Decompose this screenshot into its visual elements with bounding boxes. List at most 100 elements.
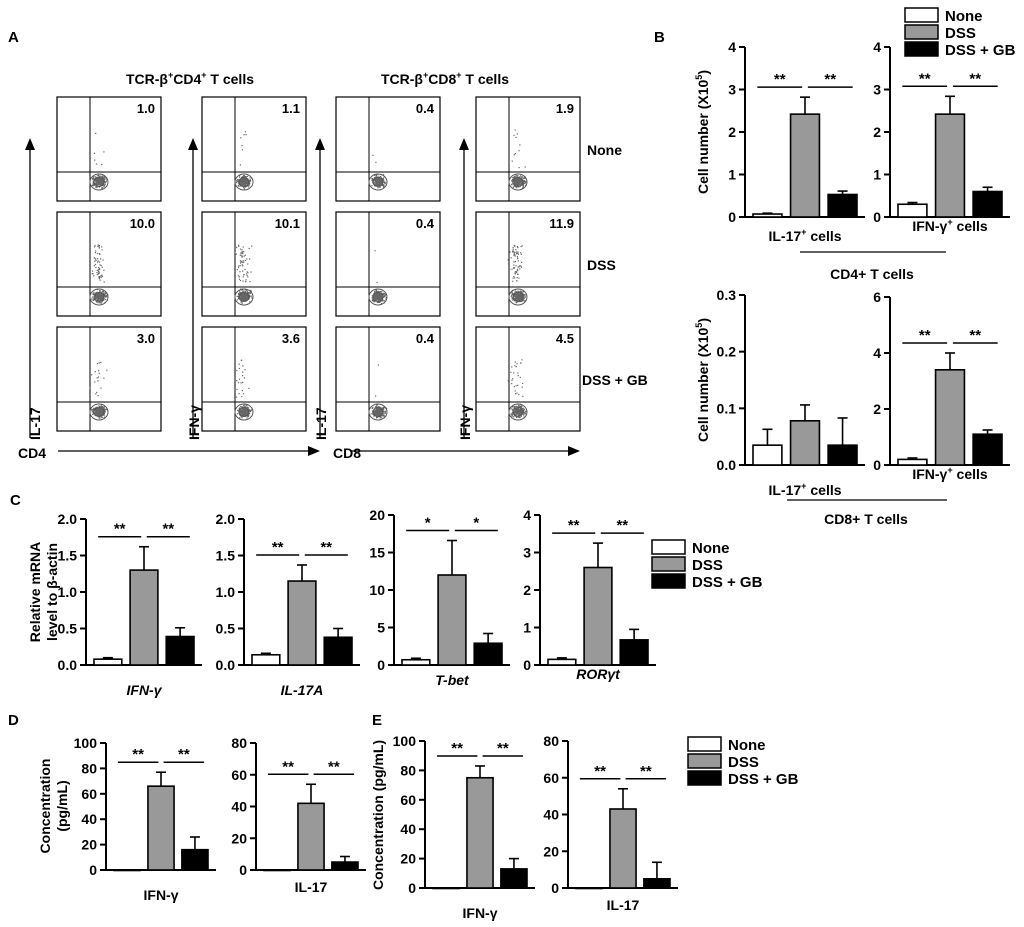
group-label-cd4: CD4+ T cells [830, 266, 914, 282]
y-tick-label: 0.1 [717, 400, 737, 416]
x-axis-label: IFN-γ+ cells [912, 217, 988, 234]
flow-plot: 0.4 [335, 211, 441, 317]
significance-marker: ** [568, 517, 580, 534]
legend-label: DSS + GB [692, 574, 763, 591]
y-tick-label: 100 [74, 735, 98, 751]
y-tick-label: 10 [369, 582, 385, 598]
legend-swatch [651, 573, 686, 589]
y-axis-label: Relative mRNAlevel to β-actin [27, 542, 60, 642]
y-axis-label: Concentration(pg/mL) [37, 759, 70, 854]
bar-none [752, 213, 783, 218]
flow-plot: 0.4 [335, 326, 441, 432]
bar-dss [789, 113, 821, 218]
y-tick-label: 5 [377, 620, 385, 636]
bar-dss [466, 776, 494, 889]
y-tick-label: 0 [408, 880, 416, 896]
panel-letter-E: E [372, 712, 382, 729]
y-tick-label: 60 [231, 767, 247, 783]
y-tick-label: 60 [400, 792, 416, 808]
bar-chart-b3: 0.0 0.1 0.2 0.3 IL-17+ cells Cell number (X10… [694, 287, 865, 498]
y-axis-label: Cell number (X105) [694, 318, 711, 442]
y-tick-label: 1.0 [216, 584, 236, 600]
significance-marker: * [473, 515, 479, 532]
legend-swatch [651, 556, 686, 572]
flow-plot: 10.0 [56, 211, 162, 317]
y-tick-label: 1 [873, 167, 881, 183]
significance-marker: ** [616, 517, 628, 534]
y-tick-label: 40 [543, 807, 559, 823]
bar-chart-b4: 0 2 4 6 ** ** IFN-γ+ cells [873, 289, 1010, 482]
bar-dss-gb [181, 848, 209, 871]
y-tick-label: 0.0 [216, 657, 236, 673]
bar-dss [437, 574, 467, 666]
y-tick-label: 2 [873, 401, 881, 417]
y-tick-label: 4 [873, 345, 881, 361]
bar-chart-c4: 0 1 2 3 4 ** ** RORγt [523, 507, 656, 682]
legend-swatch [687, 770, 722, 786]
quadrant-value: 10.0 [130, 216, 155, 231]
y-tick-label: 0 [89, 862, 97, 878]
y-tick-label: 15 [369, 545, 385, 561]
y-tick-label: 60 [543, 770, 559, 786]
bar-dss-gb [500, 868, 528, 889]
y-tick-label: 20 [81, 837, 97, 853]
quadrant-value: 4.5 [556, 331, 574, 346]
significance-marker: ** [162, 521, 174, 538]
quadrant-value: 0.4 [416, 331, 435, 346]
bar-dss [789, 419, 821, 466]
bar-none [547, 658, 577, 666]
x-axis-label: IFN-γ [144, 887, 179, 903]
legend-swatch [687, 753, 722, 769]
bar-dss [934, 113, 966, 218]
y-tick-label: 80 [231, 735, 247, 751]
y-tick-label: 40 [231, 799, 247, 815]
bar-dss [297, 802, 325, 871]
y-tick-label: 0 [728, 209, 736, 225]
y-tick-label: 100 [393, 733, 417, 749]
bar-dss-gb [827, 193, 858, 218]
x-axis-label: IL-17 [607, 897, 640, 913]
quadrant-value: 3.0 [137, 331, 155, 346]
significance-marker: ** [282, 758, 294, 775]
y-tick-label: 1.5 [216, 548, 236, 564]
legend-swatch [651, 539, 686, 555]
y-tick-label: 20 [400, 851, 416, 867]
quadrant-value: 0.4 [416, 101, 435, 116]
y-tick-label: 20 [543, 843, 559, 859]
significance-marker: ** [114, 521, 126, 538]
y-tick-label: 60 [81, 786, 97, 802]
bar-dss-gb [473, 642, 503, 666]
y-tick-label: 40 [81, 811, 97, 827]
x-axis-label: IFN-γ+ cells [912, 465, 988, 482]
significance-marker: ** [328, 758, 340, 775]
y-tick-label: 2.0 [58, 511, 78, 527]
bar-dss [583, 566, 613, 666]
legend-swatch [904, 24, 939, 40]
significance-marker: ** [919, 70, 931, 87]
y-tick-label: 0 [523, 657, 531, 673]
bar-chart-d1: 0 20 40 60 80 100 ** ** IFN-γ Concentration(pg/mL… [37, 735, 216, 903]
y-tick-label: 0.0 [58, 657, 78, 673]
bar-none [897, 458, 928, 466]
y-tick-label: 2.0 [216, 511, 236, 527]
y-tick-label: 80 [400, 762, 416, 778]
significance-marker: ** [320, 539, 332, 556]
y-tick-label: 0.0 [717, 457, 737, 473]
bar-dss-gb [827, 444, 858, 466]
legend-label: DSS [945, 25, 976, 42]
flow-plot: 4.5 [475, 326, 581, 432]
row-label-dss: DSS [587, 257, 616, 273]
y-tick-label: 20 [369, 507, 385, 523]
significance-marker: ** [969, 70, 981, 87]
significance-marker: ** [497, 740, 509, 757]
bar-none [93, 658, 123, 666]
y-axis-label: Concentration (pg/mL) [370, 740, 386, 890]
flow-plot: 1.0 [56, 96, 162, 202]
significance-marker: ** [919, 327, 931, 344]
bar-dss [287, 580, 317, 666]
group-title-cd8: TCR-β+CD8+ T cells [381, 70, 509, 87]
bar-chart-c2: 0.0 0.5 1.0 1.5 2.0 ** ** IL-17A [216, 511, 360, 698]
quadrant-value: 1.9 [556, 101, 574, 116]
y-tick-label: 80 [543, 733, 559, 749]
y-tick-label: 1 [523, 620, 531, 636]
